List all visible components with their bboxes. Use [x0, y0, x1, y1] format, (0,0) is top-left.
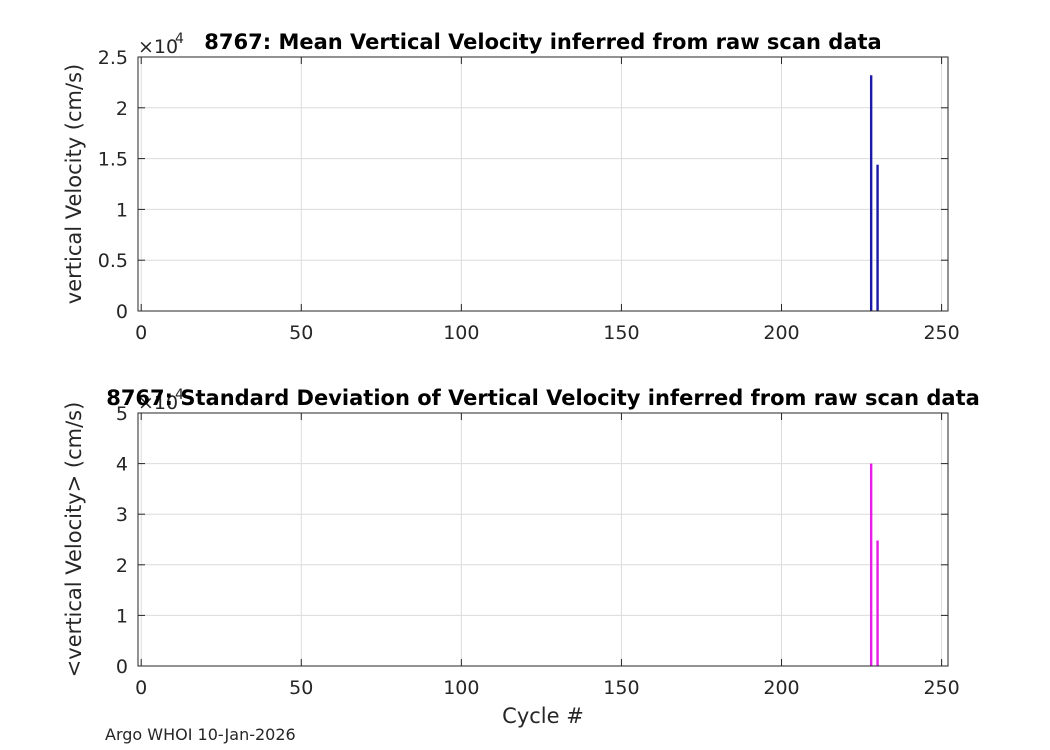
- chart1-plot-area: [138, 57, 948, 311]
- chart1-chart-title: 8767: Mean Vertical Velocity inferred fr…: [204, 30, 881, 54]
- chart1-y-axis-label: vertical Velocity (cm/s): [62, 64, 86, 304]
- chart2-axes-frame: [137, 412, 949, 667]
- chart2-plot-area: [138, 413, 948, 666]
- chart2-x-tick-label: 150: [603, 677, 639, 699]
- chart1-y-tick-label: 0: [116, 301, 128, 323]
- chart1-x-tick-label: 100: [443, 322, 479, 344]
- chart2-x-tick-label: 100: [443, 677, 479, 699]
- chart2-x-tick-label: 0: [135, 677, 147, 699]
- chart2-y-tick-label: 1: [116, 605, 128, 627]
- chart1-y-tick-label: 0.5: [98, 250, 128, 272]
- chart2-y-tick-label: 0: [116, 656, 128, 678]
- chart1-y-tick-label: 2: [116, 98, 128, 120]
- chart1-bar: [869, 75, 873, 312]
- chart2-y-tick-label: 5: [116, 403, 128, 425]
- chart1-x-tick-label: 0: [135, 322, 147, 344]
- chart2-y-tick-label: 4: [116, 454, 128, 476]
- chart2-y-tick-label: 2: [116, 555, 128, 577]
- chart2-y-tick-label: 3: [116, 504, 128, 526]
- chart1-x-tick-label: 50: [289, 322, 313, 344]
- footer-stamp: Argo WHOI 10-Jan-2026: [105, 725, 296, 744]
- chart2-y-axis-label: <vertical Velocity> (cm/s): [62, 402, 86, 678]
- chart1-x-tick-label: 200: [763, 322, 799, 344]
- chart1-axes-frame: [137, 56, 949, 312]
- chart2-x-axis-label: Cycle #: [502, 704, 584, 728]
- chart1-y-tick-label: 1: [116, 199, 128, 221]
- chart2-x-tick-label: 200: [763, 677, 799, 699]
- chart2-x-tick-label: 250: [923, 677, 959, 699]
- chart2-exponent-power: 4: [175, 387, 184, 403]
- chart1-y-tick-label: 2.5: [98, 47, 128, 69]
- chart1-bar: [876, 164, 879, 311]
- chart2-bar: [869, 463, 873, 666]
- chart1-exponent-power: 4: [175, 31, 184, 47]
- chart1-x-tick-label: 250: [923, 322, 959, 344]
- chart1-exponent-label: ×10: [138, 36, 178, 58]
- chart1-y-tick-label: 1.5: [98, 149, 128, 171]
- chart2-bar: [876, 540, 879, 666]
- chart2-chart-title: 8767: Standard Deviation of Vertical Vel…: [106, 386, 980, 410]
- chart2-exponent-label: ×10: [138, 392, 178, 414]
- chart1-x-tick-label: 150: [603, 322, 639, 344]
- chart2-x-tick-label: 50: [289, 677, 313, 699]
